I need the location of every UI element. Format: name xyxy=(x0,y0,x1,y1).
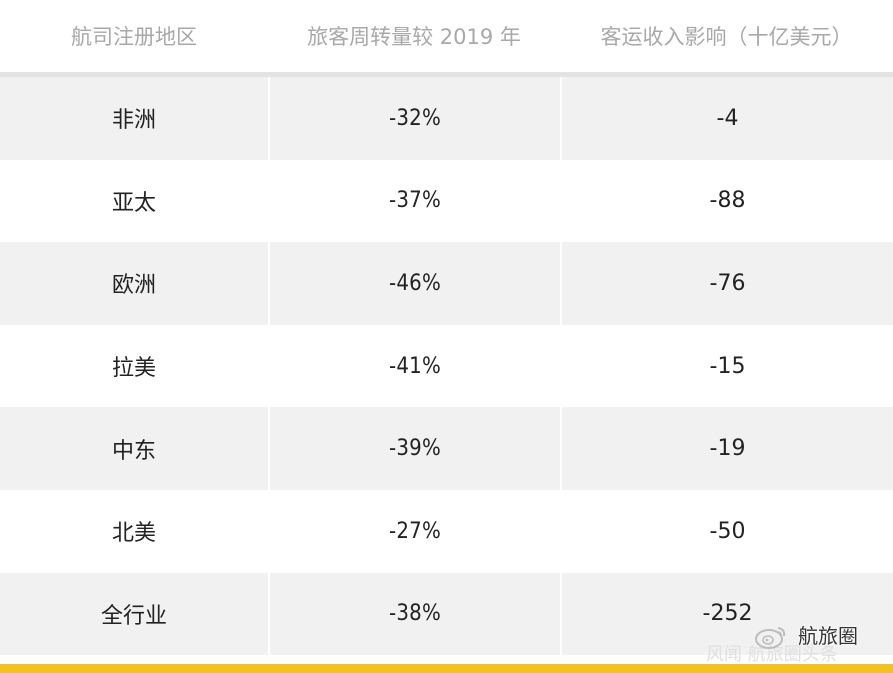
region-cell: 拉美 xyxy=(111,356,156,382)
header-region: 航司注册地区 xyxy=(71,25,197,49)
table-row: 非洲 -32% -4 xyxy=(0,77,893,160)
rpk-change-cell: -32% xyxy=(268,77,560,160)
revenue-impact-cell: -88 xyxy=(560,159,893,243)
rpk-change-cell: -41% xyxy=(268,324,560,408)
rpk-change-cell: -46% xyxy=(268,242,560,325)
table-row: 欧洲 -46% -76 xyxy=(0,242,893,325)
table-header: 航司注册地区 旅客周转量较 2019 年 客运收入影响（十亿美元） xyxy=(0,0,893,72)
revenue-impact-cell: -4 xyxy=(560,77,893,160)
revenue-impact-cell: -50 xyxy=(560,489,893,573)
revenue-impact-cell: -252 xyxy=(560,572,893,656)
table-body: 非洲 -32% -4 亚太 -37% -88 欧洲 -46% -76 拉美 -4… xyxy=(0,77,893,656)
region-cell: 亚太 xyxy=(111,190,156,216)
data-table: 航司注册地区 旅客周转量较 2019 年 客运收入影响（十亿美元） 非洲 -32… xyxy=(0,0,893,656)
table-row: 北美 -27% -50 xyxy=(0,489,893,573)
header-revenue-impact: 客运收入影响（十亿美元） xyxy=(600,25,853,49)
region-cell: 中东 xyxy=(0,407,268,490)
rpk-change-cell: -38% xyxy=(268,572,560,656)
rpk-change-cell: -27% xyxy=(268,489,560,573)
region-cell: 北美 xyxy=(111,521,156,547)
table-row: 拉美 -41% -15 xyxy=(0,324,893,408)
rpk-change-cell: -37% xyxy=(268,159,560,243)
region-cell: 欧洲 xyxy=(0,242,268,325)
table-row: 亚太 -37% -88 xyxy=(0,159,893,243)
region-cell: 全行业 xyxy=(0,572,268,656)
header-rpk-change: 旅客周转量较 2019 年 xyxy=(307,25,521,49)
accent-bar xyxy=(0,664,893,673)
region-cell: 非洲 xyxy=(0,77,268,160)
rpk-change-cell: -39% xyxy=(268,407,560,490)
table-row-total: 全行业 -38% -252 xyxy=(0,572,893,656)
revenue-impact-cell: -15 xyxy=(560,324,893,408)
header-divider xyxy=(0,72,893,77)
table-row: 中东 -39% -19 xyxy=(0,407,893,490)
revenue-impact-cell: -19 xyxy=(560,407,893,490)
revenue-impact-cell: -76 xyxy=(560,242,893,325)
